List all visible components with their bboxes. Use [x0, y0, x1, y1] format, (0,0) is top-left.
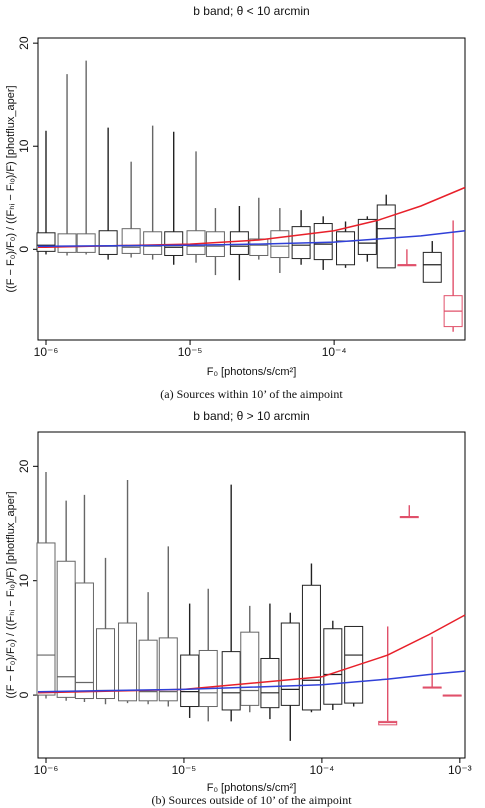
y-tick-label: 0 [17, 691, 31, 698]
chart-title: b band; θ < 10 arcmin [193, 4, 309, 18]
box [57, 233, 77, 253]
box [240, 631, 260, 706]
caption: (a) Sources within 10’ of the aimpoint [160, 387, 343, 401]
box [36, 232, 56, 252]
box [376, 204, 396, 269]
box [198, 649, 218, 708]
plot-frame [37, 37, 466, 341]
x-axis-label: F₀ [photons/s/cm²] [207, 366, 297, 378]
box [357, 218, 377, 255]
x-tick-label: 10⁻⁶ [34, 345, 59, 359]
box [229, 231, 249, 255]
x-tick-label: 10⁻³ [448, 763, 472, 777]
box [260, 657, 280, 709]
box [323, 628, 343, 705]
y-tick-label: 0 [17, 246, 31, 253]
y-tick-label: 20 [17, 459, 31, 473]
fit-curve [38, 229, 466, 247]
box [74, 582, 94, 700]
y-axis-label: ((F − F₀)/F₀) / ((Fₕᵢ − Fₗₒ)/F) [photflu… [5, 85, 17, 292]
box [221, 651, 241, 711]
x-tick-label: 10⁻⁵ [178, 345, 203, 359]
plot-frame [37, 431, 466, 759]
x-tick-label: 10⁻⁵ [172, 763, 197, 777]
box [180, 654, 200, 708]
box [76, 233, 96, 253]
box [158, 637, 178, 702]
chart-title: b band; θ > 10 arcmin [193, 409, 309, 423]
box [98, 230, 118, 255]
x-tick-label: 10⁻⁶ [34, 763, 59, 777]
box [96, 628, 116, 700]
box [422, 251, 442, 283]
x-tick-label: 10⁻⁴ [309, 763, 334, 777]
box [280, 622, 300, 706]
box [118, 622, 138, 702]
fit-curve [37, 670, 466, 693]
caption: (b) Sources outside of 10’ of the aimpoi… [151, 793, 352, 807]
box [336, 231, 356, 266]
y-axis-label: ((F − F₀)/F₀) / ((Fₕᵢ − Fₗₒ)/F) [photflu… [5, 491, 17, 698]
y-tick-label: 10 [17, 574, 31, 588]
x-tick-label: 10⁻⁴ [322, 345, 347, 359]
box [121, 228, 141, 254]
box [186, 230, 206, 255]
box [138, 639, 158, 702]
box [301, 584, 321, 711]
y-tick-label: 10 [17, 139, 31, 153]
box [143, 231, 163, 255]
y-tick-label: 20 [17, 36, 31, 50]
x-axis-label: F₀ [photons/s/cm²] [207, 782, 297, 794]
box [344, 625, 364, 704]
box [36, 542, 56, 696]
box [249, 238, 269, 256]
